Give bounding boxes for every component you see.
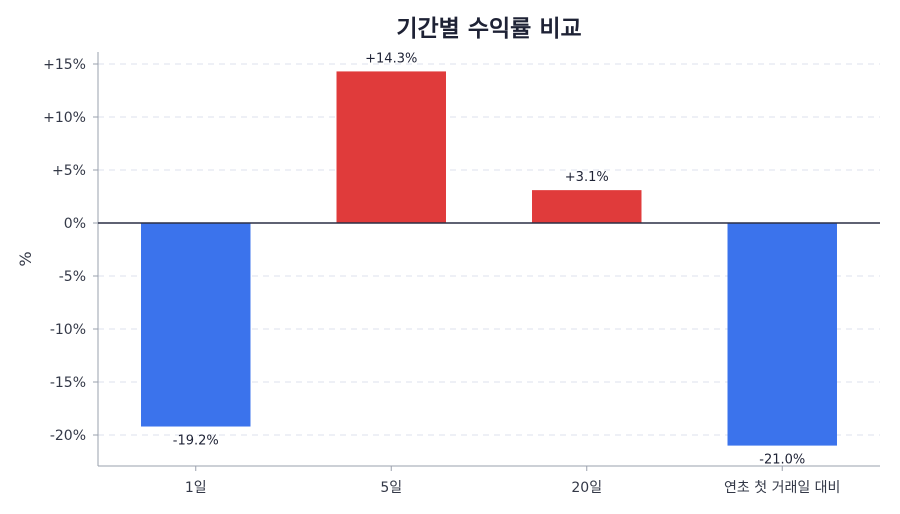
x-tick-label: 5일 xyxy=(380,480,402,496)
y-axis-label: % xyxy=(16,251,35,266)
y-ticks: +15% +10% +5% 0% -5% -10% -15% -20% xyxy=(43,57,98,444)
y-tick-label: +5% xyxy=(52,163,86,179)
bar xyxy=(727,223,837,446)
y-tick-label: -5% xyxy=(59,269,86,285)
axes xyxy=(97,52,880,467)
data-label: +14.3% xyxy=(365,51,417,66)
x-tick-label: 20일 xyxy=(571,480,602,496)
x-tick-label: 1일 xyxy=(185,480,207,496)
x-tick-label: 연초 첫 거래일 대비 xyxy=(724,480,840,496)
y-tick-label: +10% xyxy=(43,110,86,126)
y-tick-label: +15% xyxy=(43,57,86,73)
data-labels: -19.2% +14.3% +3.1% -21.0% xyxy=(173,51,806,467)
y-tick-label: -10% xyxy=(50,322,86,338)
data-label: -21.0% xyxy=(759,453,805,468)
y-tick-label: -15% xyxy=(50,375,86,391)
data-label: -19.2% xyxy=(173,434,219,449)
bar xyxy=(141,223,251,427)
bar xyxy=(532,190,642,223)
chart-title: 기간별 수익률 비교 xyxy=(396,16,581,42)
y-tick-label: -20% xyxy=(50,428,86,444)
x-ticks: 1일 5일 20일 연초 첫 거래일 대비 xyxy=(185,466,840,496)
bars xyxy=(141,71,837,446)
y-tick-label: 0% xyxy=(64,216,86,232)
data-label: +3.1% xyxy=(565,170,609,185)
bar xyxy=(336,71,446,223)
